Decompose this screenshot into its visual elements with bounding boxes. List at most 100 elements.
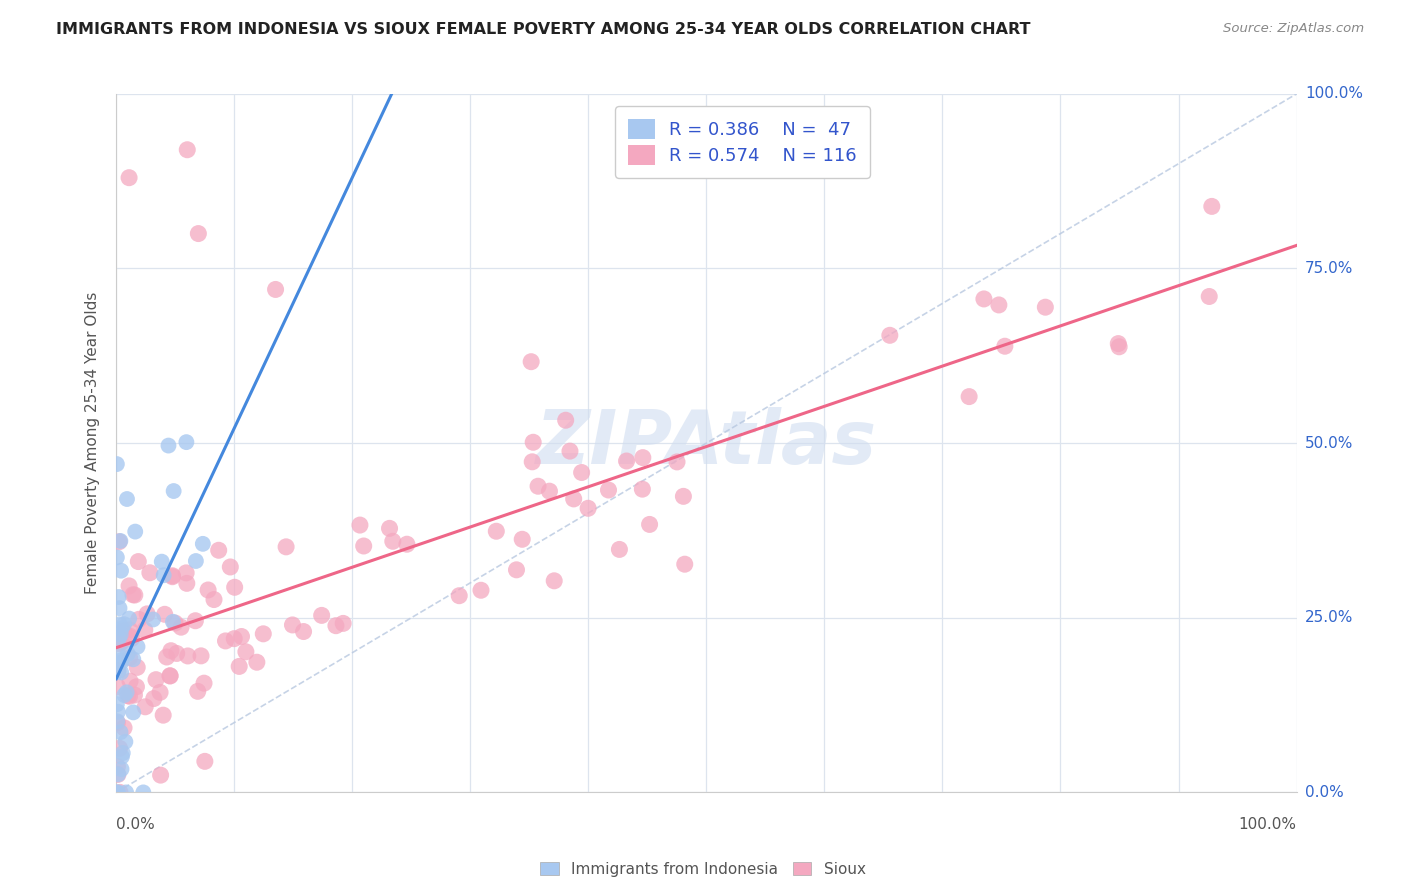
Legend: R = 0.386    N =  47, R = 0.574    N = 116: R = 0.386 N = 47, R = 0.574 N = 116 bbox=[614, 106, 869, 178]
Point bbox=[228, 659, 250, 673]
Point bbox=[105, 550, 128, 565]
Legend: Immigrants from Indonesia, Sioux: Immigrants from Indonesia, Sioux bbox=[533, 854, 873, 884]
Point bbox=[107, 680, 129, 694]
Point bbox=[219, 560, 242, 574]
Point bbox=[110, 656, 132, 670]
Point bbox=[163, 483, 186, 498]
Point bbox=[157, 439, 180, 453]
Point bbox=[124, 588, 146, 602]
Point bbox=[292, 624, 315, 639]
Point bbox=[470, 583, 492, 598]
Point bbox=[107, 767, 129, 781]
Point bbox=[543, 574, 565, 588]
Point bbox=[224, 632, 246, 646]
Point bbox=[562, 491, 585, 506]
Point bbox=[118, 170, 141, 185]
Point bbox=[214, 634, 236, 648]
Point bbox=[127, 640, 149, 654]
Point bbox=[349, 518, 371, 533]
Point bbox=[118, 579, 141, 593]
Point bbox=[522, 455, 544, 469]
Point bbox=[152, 708, 174, 723]
Point bbox=[107, 590, 129, 604]
Point bbox=[110, 665, 132, 680]
Point bbox=[246, 655, 269, 669]
Point bbox=[110, 564, 132, 578]
Point bbox=[145, 673, 167, 687]
Point bbox=[638, 517, 661, 532]
Point bbox=[108, 617, 131, 632]
Point bbox=[118, 611, 141, 625]
Point bbox=[538, 484, 561, 499]
Point bbox=[111, 746, 134, 760]
Point bbox=[115, 685, 138, 699]
Point bbox=[449, 589, 471, 603]
Point bbox=[187, 684, 209, 698]
Point bbox=[108, 649, 131, 664]
Point bbox=[107, 715, 129, 730]
Point bbox=[598, 483, 620, 497]
Point bbox=[108, 601, 131, 615]
Text: 0.0%: 0.0% bbox=[1305, 785, 1344, 800]
Point bbox=[107, 759, 129, 773]
Point bbox=[162, 570, 184, 584]
Point bbox=[174, 566, 197, 580]
Point bbox=[162, 615, 184, 629]
Point bbox=[187, 227, 209, 241]
Point bbox=[159, 669, 181, 683]
Point bbox=[170, 620, 193, 634]
Point bbox=[957, 390, 980, 404]
Point bbox=[108, 637, 131, 651]
Point bbox=[191, 537, 214, 551]
Point bbox=[110, 653, 132, 667]
Point bbox=[127, 555, 149, 569]
Point bbox=[194, 755, 217, 769]
Text: Source: ZipAtlas.com: Source: ZipAtlas.com bbox=[1223, 22, 1364, 36]
Point bbox=[136, 607, 159, 621]
Point bbox=[274, 540, 297, 554]
Point bbox=[108, 785, 131, 799]
Text: 75.0%: 75.0% bbox=[1305, 261, 1353, 276]
Point bbox=[153, 607, 176, 622]
Point bbox=[184, 554, 207, 568]
Point bbox=[107, 767, 129, 781]
Point bbox=[118, 690, 141, 704]
Point bbox=[231, 630, 253, 644]
Point bbox=[114, 735, 136, 749]
Point bbox=[142, 691, 165, 706]
Point bbox=[202, 592, 225, 607]
Point bbox=[118, 674, 141, 689]
Point bbox=[108, 631, 131, 645]
Point bbox=[208, 543, 231, 558]
Point bbox=[115, 491, 138, 506]
Point bbox=[111, 622, 134, 636]
Point bbox=[150, 555, 173, 569]
Point bbox=[381, 534, 404, 549]
Point bbox=[264, 282, 287, 296]
Point bbox=[190, 648, 212, 663]
Point bbox=[120, 629, 142, 643]
Point bbox=[162, 568, 184, 582]
Point bbox=[107, 665, 129, 679]
Point bbox=[176, 576, 198, 591]
Text: 25.0%: 25.0% bbox=[1305, 610, 1353, 625]
Point bbox=[510, 533, 533, 547]
Point bbox=[527, 479, 550, 493]
Point bbox=[128, 612, 150, 626]
Text: 100.0%: 100.0% bbox=[1239, 817, 1296, 832]
Point bbox=[571, 466, 593, 480]
Point bbox=[176, 143, 198, 157]
Point bbox=[132, 785, 155, 799]
Point bbox=[122, 588, 145, 602]
Point bbox=[609, 542, 631, 557]
Text: 100.0%: 100.0% bbox=[1305, 87, 1362, 102]
Point bbox=[110, 627, 132, 641]
Point bbox=[124, 688, 146, 702]
Point bbox=[353, 539, 375, 553]
Point bbox=[505, 563, 527, 577]
Point bbox=[332, 616, 354, 631]
Point bbox=[110, 635, 132, 649]
Point bbox=[124, 524, 146, 539]
Point bbox=[127, 660, 149, 674]
Point bbox=[616, 454, 638, 468]
